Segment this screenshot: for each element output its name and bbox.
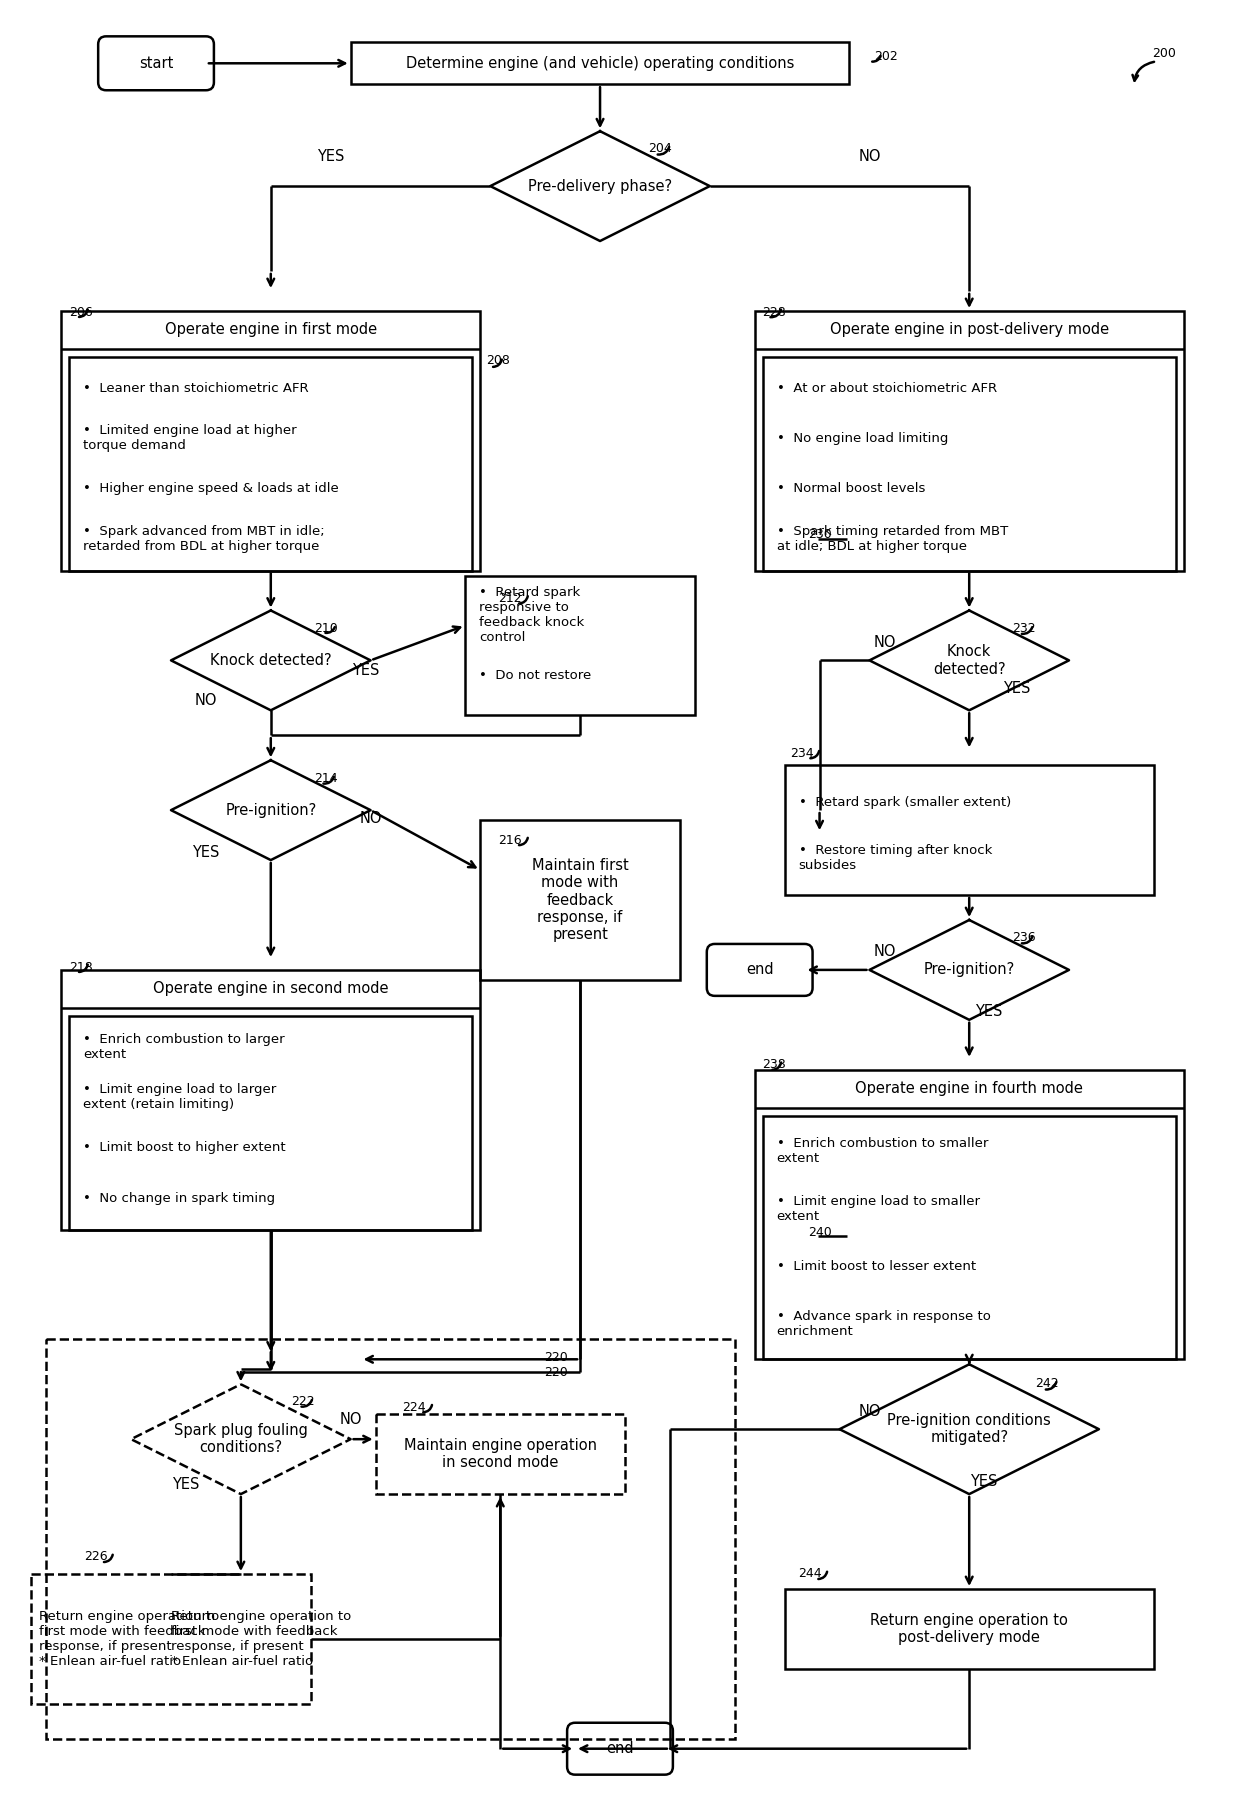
Text: 244: 244 xyxy=(797,1567,821,1580)
Text: •  Normal boost levels: • Normal boost levels xyxy=(776,483,925,496)
Text: •  Do not restore: • Do not restore xyxy=(480,670,591,682)
Bar xyxy=(763,357,1176,570)
Text: •  Limited engine load at higher
torque demand: • Limited engine load at higher torque d… xyxy=(83,425,296,452)
Bar xyxy=(61,311,480,570)
Text: 232: 232 xyxy=(1012,623,1035,635)
Bar xyxy=(46,1339,735,1739)
Text: 226: 226 xyxy=(84,1551,108,1564)
Text: 214: 214 xyxy=(314,771,337,786)
Bar xyxy=(351,42,849,85)
Text: YES: YES xyxy=(352,662,379,679)
Text: NO: NO xyxy=(195,693,217,708)
Text: Operate engine in first mode: Operate engine in first mode xyxy=(165,322,377,337)
Text: Pre-ignition conditions
mitigated?: Pre-ignition conditions mitigated? xyxy=(888,1414,1052,1446)
Text: Pre-ignition?: Pre-ignition? xyxy=(924,963,1014,977)
Text: NO: NO xyxy=(360,811,382,825)
Text: 200: 200 xyxy=(1152,47,1176,60)
Text: end: end xyxy=(746,963,774,977)
Text: YES: YES xyxy=(192,845,219,860)
Text: 212: 212 xyxy=(498,592,522,605)
Text: •  No engine load limiting: • No engine load limiting xyxy=(776,433,949,445)
Bar xyxy=(465,576,694,715)
Text: 208: 208 xyxy=(486,355,510,367)
Text: •  Higher engine speed & loads at idle: • Higher engine speed & loads at idle xyxy=(83,483,339,496)
Text: 220: 220 xyxy=(544,1350,568,1363)
Bar xyxy=(755,311,1184,570)
Text: YES: YES xyxy=(172,1477,200,1491)
Text: Operate engine in fourth mode: Operate engine in fourth mode xyxy=(856,1081,1084,1097)
Text: •  Retard spark
responsive to
feedback knock
control: • Retard spark responsive to feedback kn… xyxy=(480,586,584,644)
Text: 238: 238 xyxy=(761,1059,785,1072)
Text: Pre-delivery phase?: Pre-delivery phase? xyxy=(528,179,672,194)
Text: Spark plug fouling
conditions?: Spark plug fouling conditions? xyxy=(174,1423,308,1455)
Text: •  Limit boost to lesser extent: • Limit boost to lesser extent xyxy=(776,1260,976,1272)
Text: 206: 206 xyxy=(69,306,93,319)
Text: Operate engine in second mode: Operate engine in second mode xyxy=(153,981,388,996)
Text: NO: NO xyxy=(858,1405,880,1419)
Text: 222: 222 xyxy=(291,1396,315,1408)
Text: •  Spark advanced from MBT in idle;
retarded from BDL at higher torque: • Spark advanced from MBT in idle; retar… xyxy=(83,525,325,554)
Text: •  Limit boost to higher extent: • Limit boost to higher extent xyxy=(83,1142,286,1155)
Bar xyxy=(69,357,472,570)
Text: 242: 242 xyxy=(1035,1377,1059,1390)
Text: •  Leaner than stoichiometric AFR: • Leaner than stoichiometric AFR xyxy=(83,382,309,395)
Text: 236: 236 xyxy=(1012,932,1035,945)
Text: NO: NO xyxy=(873,635,895,650)
Text: 234: 234 xyxy=(790,748,813,760)
Text: NO: NO xyxy=(340,1412,362,1426)
Text: Pre-ignition?: Pre-ignition? xyxy=(226,802,316,818)
Bar xyxy=(785,766,1153,894)
Text: start: start xyxy=(139,56,174,71)
Text: 204: 204 xyxy=(649,141,672,154)
Text: •  Spark timing retarded from MBT
at idle; BDL at higher torque: • Spark timing retarded from MBT at idle… xyxy=(776,525,1008,554)
Text: 216: 216 xyxy=(498,834,522,847)
Bar xyxy=(69,1015,472,1229)
Text: Determine engine (and vehicle) operating conditions: Determine engine (and vehicle) operating… xyxy=(405,56,795,71)
Text: YES: YES xyxy=(1003,681,1030,695)
Bar xyxy=(61,970,480,1229)
Text: 224: 224 xyxy=(402,1401,425,1414)
Text: 230: 230 xyxy=(807,529,832,541)
Text: YES: YES xyxy=(317,148,345,163)
Text: Return engine operation to
post-delivery mode: Return engine operation to post-delivery… xyxy=(870,1613,1068,1645)
Text: Knock detected?: Knock detected? xyxy=(210,653,331,668)
Text: YES: YES xyxy=(976,1005,1003,1019)
Text: •  No change in spark timing: • No change in spark timing xyxy=(83,1191,275,1205)
Text: 210: 210 xyxy=(314,623,337,635)
Text: Knock
detected?: Knock detected? xyxy=(932,644,1006,677)
Text: YES: YES xyxy=(971,1473,998,1488)
Text: end: end xyxy=(606,1741,634,1756)
Text: •  Enrich combustion to larger
extent: • Enrich combustion to larger extent xyxy=(83,1034,285,1061)
Text: Return engine operation to
first mode with feedback
response, if present
* Enlea: Return engine operation to first mode wi… xyxy=(171,1609,351,1667)
Text: •  Restore timing after knock
subsides: • Restore timing after knock subsides xyxy=(799,843,992,872)
Bar xyxy=(376,1414,625,1493)
Text: •  At or about stoichiometric AFR: • At or about stoichiometric AFR xyxy=(776,382,997,395)
Text: Operate engine in post-delivery mode: Operate engine in post-delivery mode xyxy=(830,322,1109,337)
Text: 202: 202 xyxy=(874,51,898,63)
Text: •  Limit engine load to smaller
extent: • Limit engine load to smaller extent xyxy=(776,1195,980,1222)
Text: •  Retard spark (smaller extent): • Retard spark (smaller extent) xyxy=(799,796,1011,809)
Text: 228: 228 xyxy=(761,306,785,319)
Text: 220: 220 xyxy=(544,1367,568,1379)
Bar xyxy=(763,1115,1176,1359)
Bar xyxy=(785,1589,1153,1669)
Bar xyxy=(755,1070,1184,1359)
Bar xyxy=(480,820,680,979)
Text: Return engine operation to
first mode with feedback
response, if present
* Enlea: Return engine operation to first mode wi… xyxy=(40,1609,219,1667)
Text: •  Enrich combustion to smaller
extent: • Enrich combustion to smaller extent xyxy=(776,1137,988,1164)
Text: NO: NO xyxy=(873,945,895,959)
Text: 218: 218 xyxy=(69,961,93,974)
Text: Maintain first
mode with
feedback
response, if
present: Maintain first mode with feedback respon… xyxy=(532,858,629,943)
Text: •  Advance spark in response to
enrichment: • Advance spark in response to enrichmen… xyxy=(776,1310,991,1338)
Text: Maintain engine operation
in second mode: Maintain engine operation in second mode xyxy=(404,1437,596,1470)
Text: 240: 240 xyxy=(807,1225,832,1240)
Bar xyxy=(31,1575,311,1703)
Text: •  Limit engine load to larger
extent (retain limiting): • Limit engine load to larger extent (re… xyxy=(83,1084,277,1111)
Text: NO: NO xyxy=(858,148,880,163)
